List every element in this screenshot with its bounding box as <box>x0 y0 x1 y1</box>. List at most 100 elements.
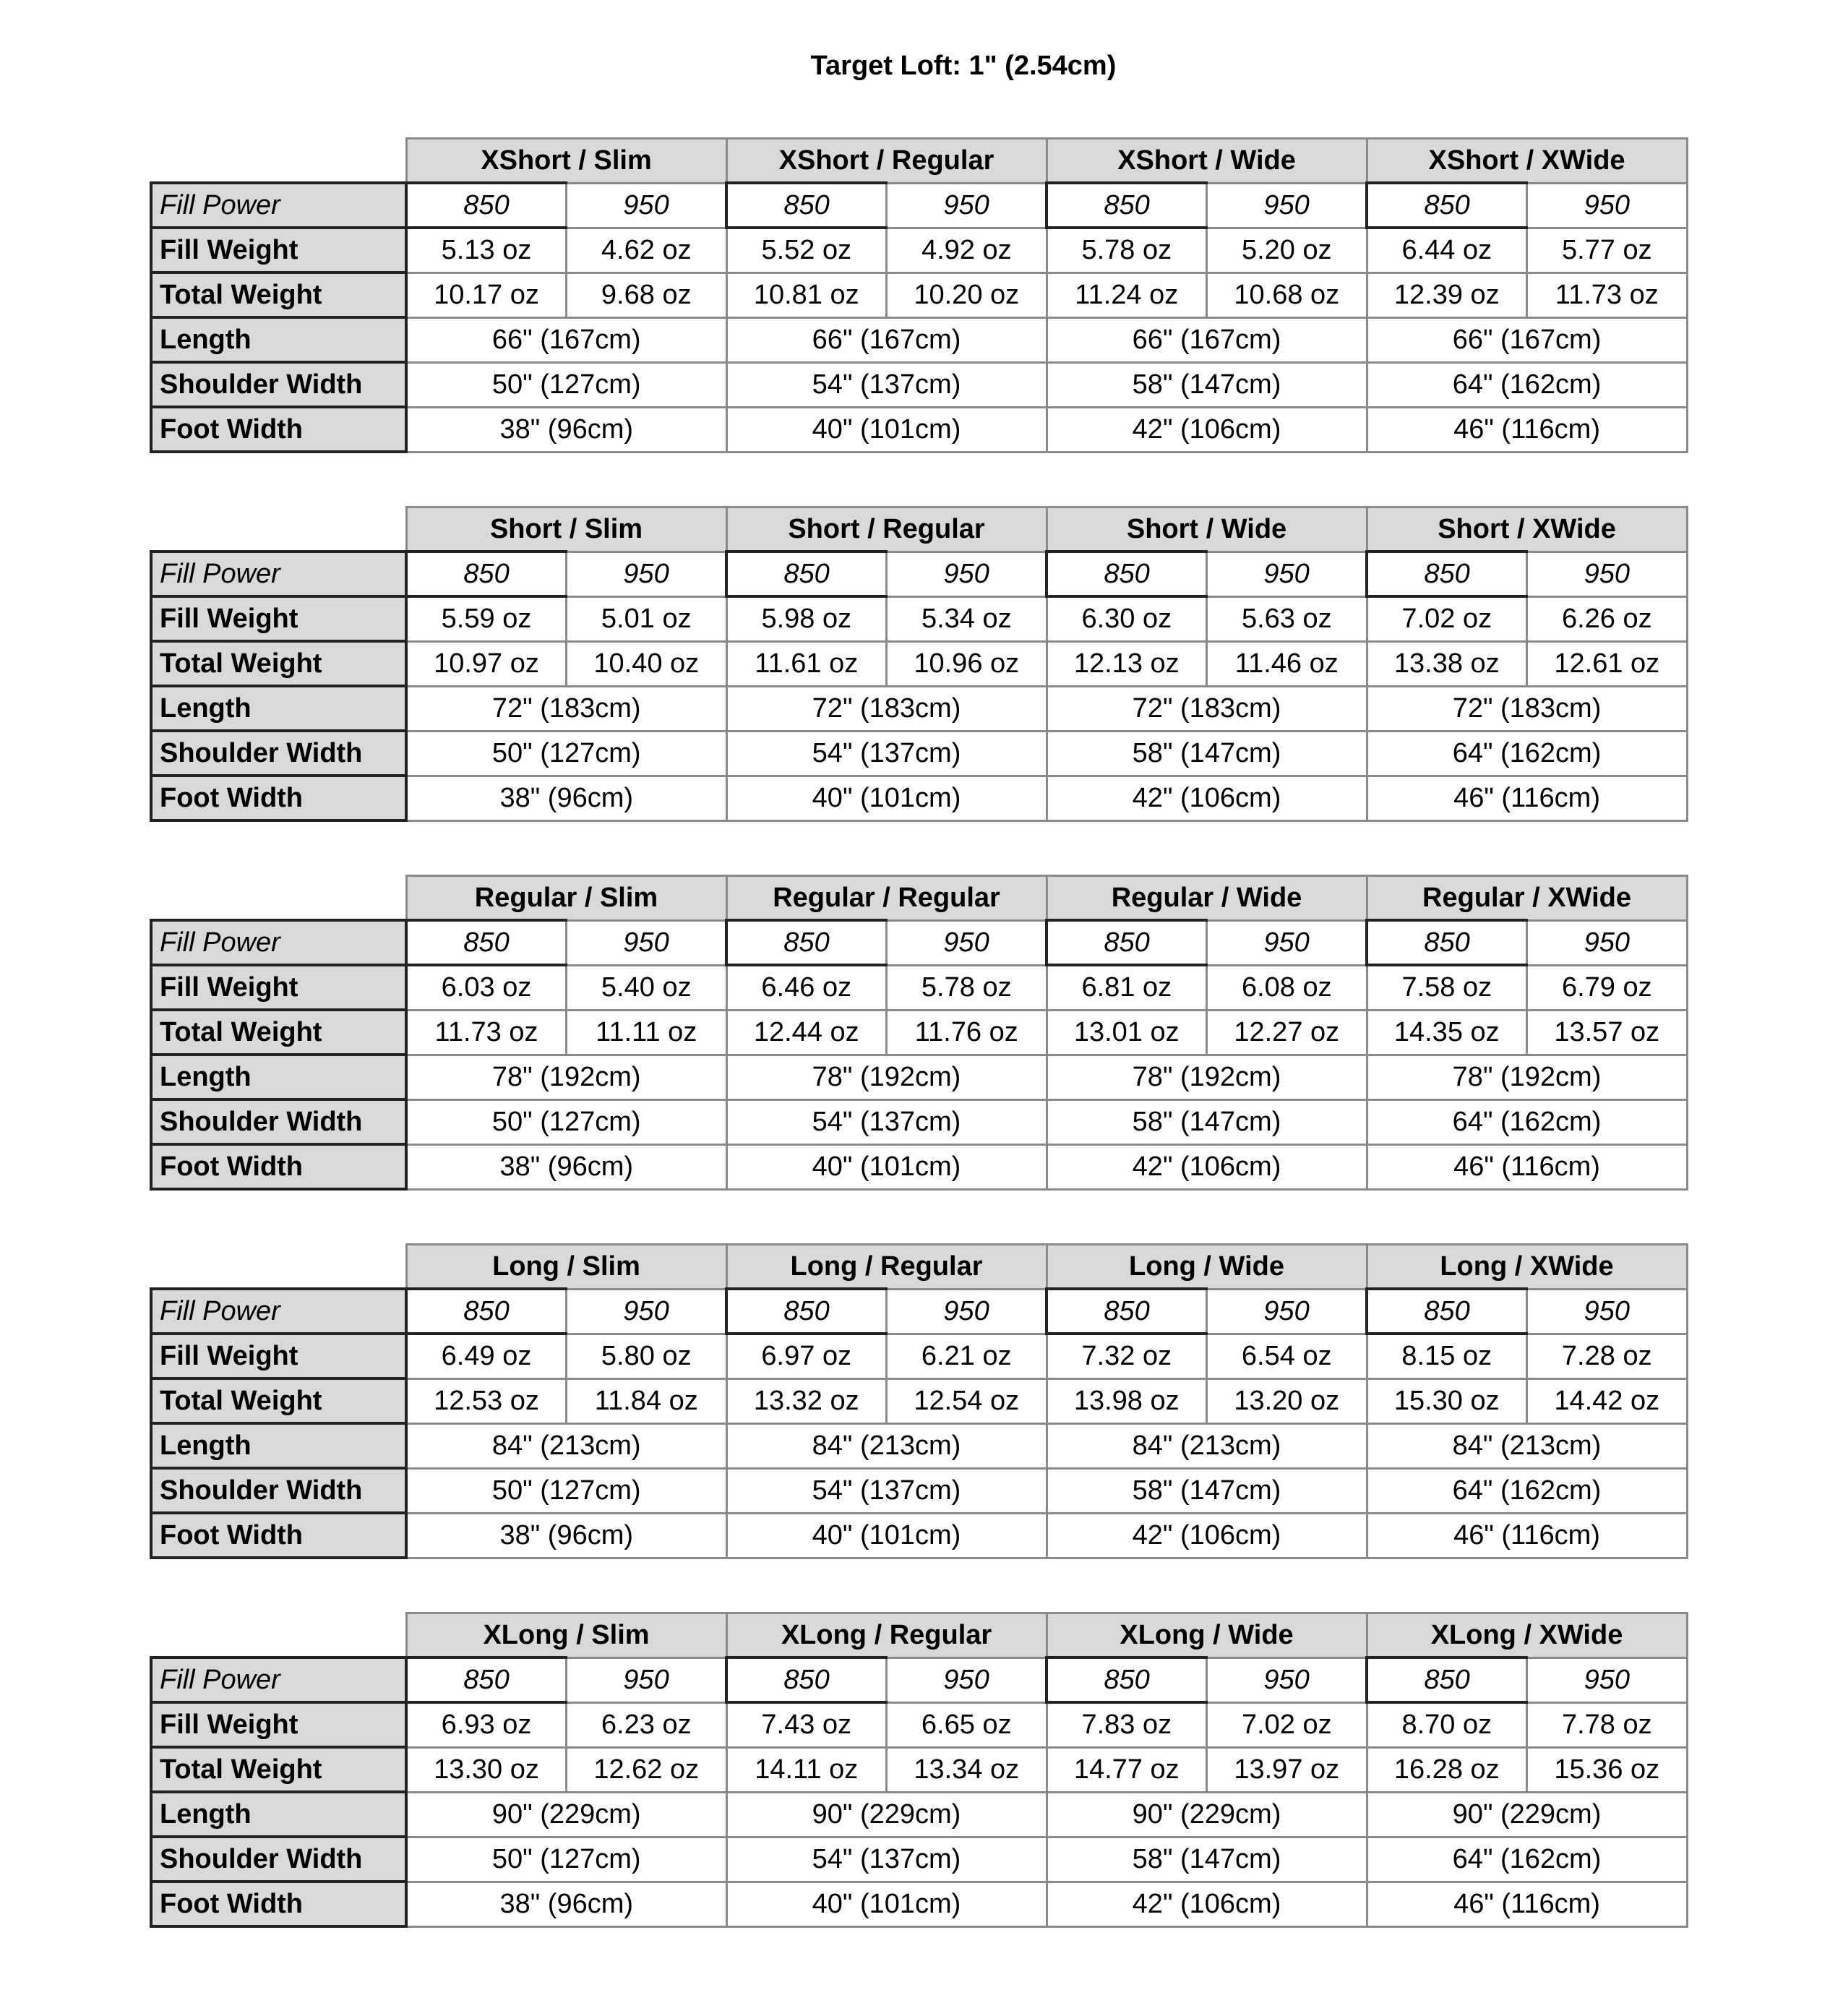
fill-power-cell: 850 <box>1365 181 1529 229</box>
fill-weight-cell: 8.70 oz <box>1365 1701 1529 1749</box>
total-weight-cell: 14.35 oz <box>1365 1008 1529 1056</box>
shoulder-width-cell: 64" (162cm) <box>1365 361 1688 408</box>
fill-power-cell: 850 <box>1365 1287 1528 1335</box>
fill-weight-cell: 5.52 oz <box>725 226 888 274</box>
length-cell: 72" (183cm) <box>405 685 728 732</box>
page-title: Target Loft: 1" (2.54cm) <box>810 51 1117 81</box>
fill-power-cell: 950 <box>1526 1287 1688 1335</box>
total-weight-row: Total Weight 13.30 oz 12.62 oz 14.11 oz 13.3… <box>150 1746 1688 1793</box>
row-label: Fill Weight <box>150 226 408 274</box>
total-weight-cell: 14.42 oz <box>1526 1377 1688 1425</box>
total-weight-cell: 13.34 oz <box>885 1746 1048 1793</box>
group-header: XShort / XWide <box>1365 137 1688 184</box>
length-row: Length 72" (183cm) 72" (183cm) 72" (183cm) 7… <box>150 685 1688 732</box>
length-cell: 84" (213cm) <box>1365 1422 1688 1470</box>
shoulder-width-cell: 64" (162cm) <box>1365 1098 1688 1146</box>
fill-weight-cell: 5.78 oz <box>885 964 1048 1011</box>
shoulder-width-row: Shoulder Width 50" (127cm) 54" (137cm) 58" … <box>150 729 1688 777</box>
shoulder-width-cell: 58" (147cm) <box>1045 729 1368 777</box>
group-header: Short / XWide <box>1365 506 1688 553</box>
group-header: XShort / Slim <box>405 137 728 184</box>
fill-weight-cell: 7.02 oz <box>1206 1701 1368 1749</box>
group-header: XShort / Regular <box>725 137 1048 184</box>
length-row: Length 78" (192cm) 78" (192cm) 78" (192cm) 7… <box>150 1053 1688 1101</box>
fill-power-cell: 850 <box>1045 1287 1208 1335</box>
size-table: Short / Slim Short / Regular Short / Wide S… <box>150 506 1688 822</box>
shoulder-width-cell: 54" (137cm) <box>725 1835 1048 1883</box>
row-label: Total Weight <box>150 1377 408 1425</box>
total-weight-cell: 11.84 oz <box>565 1377 728 1425</box>
group-header: Long / XWide <box>1365 1243 1688 1290</box>
foot-width-cell: 40" (101cm) <box>725 1143 1048 1191</box>
shoulder-width-cell: 54" (137cm) <box>725 1098 1048 1146</box>
foot-width-cell: 42" (106cm) <box>1045 406 1368 453</box>
foot-width-cell: 40" (101cm) <box>725 1511 1048 1559</box>
corner-cell <box>151 138 406 184</box>
fill-power-row: Fill Power 850 950 850 950 850 950 850 950 <box>150 1656 1688 1704</box>
total-weight-cell: 12.44 oz <box>725 1008 888 1056</box>
row-label: Shoulder Width <box>150 1467 408 1514</box>
length-cell: 84" (213cm) <box>1045 1422 1368 1470</box>
row-label: Total Weight <box>150 1746 408 1793</box>
total-weight-cell: 13.57 oz <box>1526 1008 1688 1056</box>
length-cell: 84" (213cm) <box>405 1422 728 1470</box>
length-cell: 90" (229cm) <box>1045 1790 1368 1838</box>
fill-power-cell: 850 <box>725 1287 888 1335</box>
fill-power-cell: 950 <box>885 1287 1048 1335</box>
group-header: Short / Wide <box>1045 506 1368 553</box>
fill-weight-row: Fill Weight 6.03 oz 5.40 oz 6.46 oz 5.78 oz 6… <box>150 964 1688 1011</box>
shoulder-width-cell: 64" (162cm) <box>1365 1835 1688 1883</box>
fill-power-cell: 850 <box>1045 550 1208 598</box>
fill-weight-cell: 6.49 oz <box>405 1332 567 1380</box>
fill-power-cell: 850 <box>1045 919 1208 966</box>
fill-weight-cell: 5.20 oz <box>1206 226 1368 274</box>
shoulder-width-cell: 50" (127cm) <box>405 1467 728 1514</box>
fill-weight-cell: 5.98 oz <box>725 595 888 643</box>
foot-width-row: Foot Width 38" (96cm) 40" (101cm) 42" (106c… <box>150 1143 1688 1191</box>
fill-power-cell: 850 <box>1365 550 1529 598</box>
row-label: Shoulder Width <box>150 361 408 408</box>
row-label: Fill Power <box>150 181 408 229</box>
corner-cell <box>151 507 406 553</box>
fill-power-cell: 950 <box>885 550 1048 598</box>
fill-power-cell: 850 <box>1045 181 1208 229</box>
fill-weight-cell: 7.78 oz <box>1526 1701 1688 1749</box>
length-cell: 78" (192cm) <box>1045 1053 1368 1101</box>
length-cell: 66" (167cm) <box>1045 316 1368 364</box>
fill-weight-cell: 8.15 oz <box>1365 1332 1528 1380</box>
group-header: XLong / Wide <box>1045 1612 1368 1659</box>
group-header: Short / Regular <box>725 506 1048 553</box>
fill-power-cell: 950 <box>565 550 728 598</box>
group-header-row: Long / Slim Long / Regular Long / Wide Long… <box>151 1243 1688 1290</box>
fill-power-cell: 950 <box>565 1656 728 1704</box>
fill-weight-cell: 6.44 oz <box>1365 226 1529 274</box>
fill-weight-cell: 6.03 oz <box>405 964 567 1011</box>
fill-weight-cell: 5.01 oz <box>565 595 728 643</box>
size-table: XShort / Slim XShort / Regular XShort / Wi… <box>150 137 1688 453</box>
fill-weight-row: Fill Weight 6.49 oz 5.80 oz 6.97 oz 6.21 oz 7… <box>150 1332 1688 1380</box>
row-label: Fill Weight <box>150 595 408 643</box>
total-weight-cell: 9.68 oz <box>565 271 728 319</box>
row-label: Shoulder Width <box>150 1098 408 1146</box>
fill-weight-cell: 5.78 oz <box>1045 226 1208 274</box>
row-label: Length <box>150 1790 408 1838</box>
total-weight-row: Total Weight 12.53 oz 11.84 oz 13.32 oz 12.5… <box>150 1377 1688 1425</box>
group-header-row: XLong / Slim XLong / Regular XLong / Wide X… <box>151 1612 1688 1659</box>
length-row: Length 84" (213cm) 84" (213cm) 84" (213cm) 8… <box>150 1422 1688 1470</box>
fill-power-cell: 850 <box>405 550 567 598</box>
total-weight-cell: 11.46 oz <box>1206 640 1368 687</box>
size-table: XLong / Slim XLong / Regular XLong / Wide X… <box>150 1612 1688 1928</box>
fill-power-cell: 850 <box>405 1287 567 1335</box>
length-row: Length 66" (167cm) 66" (167cm) 66" (167cm) 6… <box>150 316 1688 364</box>
total-weight-cell: 13.30 oz <box>405 1746 567 1793</box>
total-weight-cell: 13.38 oz <box>1365 640 1529 687</box>
total-weight-cell: 12.53 oz <box>405 1377 567 1425</box>
total-weight-cell: 15.30 oz <box>1365 1377 1528 1425</box>
fill-weight-cell: 6.93 oz <box>405 1701 567 1749</box>
total-weight-row: Total Weight 10.17 oz 9.68 oz 10.81 oz 10.20… <box>150 271 1688 319</box>
group-header: Long / Wide <box>1045 1243 1368 1290</box>
fill-power-cell: 950 <box>1526 181 1688 229</box>
fill-weight-cell: 5.80 oz <box>565 1332 728 1380</box>
row-label: Fill Weight <box>150 1332 408 1380</box>
row-label: Foot Width <box>150 406 408 453</box>
